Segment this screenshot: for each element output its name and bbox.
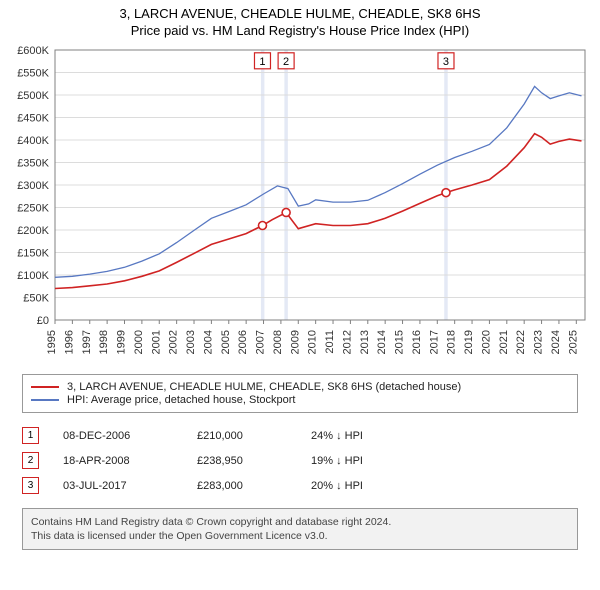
legend: 3, LARCH AVENUE, CHEADLE HULME, CHEADLE,… xyxy=(22,374,578,413)
x-tick-label: 2005 xyxy=(220,330,232,354)
y-tick-label: £150K xyxy=(17,248,49,260)
x-tick-label: 2024 xyxy=(550,330,562,354)
transaction-delta: 19% ↓ HPI xyxy=(311,455,421,467)
y-tick-label: £600K xyxy=(17,45,49,57)
legend-item: 3, LARCH AVENUE, CHEADLE HULME, CHEADLE,… xyxy=(31,381,569,393)
legend-item: HPI: Average price, detached house, Stoc… xyxy=(31,394,569,406)
legend-swatch xyxy=(31,386,59,388)
y-tick-label: £500K xyxy=(17,90,49,102)
x-tick-label: 2012 xyxy=(341,330,353,354)
y-tick-label: £200K xyxy=(17,225,49,237)
footer-line-1: Contains HM Land Registry data © Crown c… xyxy=(31,515,569,529)
x-tick-label: 2001 xyxy=(150,330,162,354)
transaction-row: 1 08-DEC-2006 £210,000 24% ↓ HPI xyxy=(22,423,578,448)
transaction-dot xyxy=(442,189,450,197)
y-tick-label: £300K xyxy=(17,180,49,192)
transaction-date: 08-DEC-2006 xyxy=(63,430,173,442)
x-tick-label: 1996 xyxy=(63,330,75,354)
transaction-delta: 20% ↓ HPI xyxy=(311,480,421,492)
legend-label: HPI: Average price, detached house, Stoc… xyxy=(67,394,296,406)
x-tick-label: 2006 xyxy=(237,330,249,354)
y-tick-label: £550K xyxy=(17,68,49,80)
transaction-date: 03-JUL-2017 xyxy=(63,480,173,492)
x-tick-label: 1997 xyxy=(81,330,93,354)
transaction-row: 3 03-JUL-2017 £283,000 20% ↓ HPI xyxy=(22,473,578,498)
x-tick-label: 2011 xyxy=(324,330,336,354)
event-marker-label: 1 xyxy=(259,56,265,68)
transaction-marker: 2 xyxy=(22,452,39,469)
x-tick-label: 2014 xyxy=(376,330,388,354)
y-tick-label: £250K xyxy=(17,203,49,215)
x-tick-label: 2004 xyxy=(202,330,214,354)
x-tick-label: 2015 xyxy=(394,330,406,354)
x-tick-label: 2018 xyxy=(446,330,458,354)
y-tick-label: £100K xyxy=(17,270,49,282)
transaction-price: £210,000 xyxy=(197,430,287,442)
x-tick-label: 2020 xyxy=(480,330,492,354)
footer-line-2: This data is licensed under the Open Gov… xyxy=(31,529,569,543)
legend-swatch xyxy=(31,399,59,401)
transaction-row: 2 18-APR-2008 £238,950 19% ↓ HPI xyxy=(22,448,578,473)
x-tick-label: 2023 xyxy=(533,330,545,354)
x-tick-label: 2016 xyxy=(411,330,423,354)
transactions-table: 1 08-DEC-2006 £210,000 24% ↓ HPI 2 18-APR-200… xyxy=(22,423,578,498)
x-tick-label: 2025 xyxy=(567,330,579,354)
transaction-marker: 3 xyxy=(22,477,39,494)
transaction-delta: 24% ↓ HPI xyxy=(311,430,421,442)
page-subtitle: Price paid vs. HM Land Registry's House … xyxy=(0,23,600,38)
series-property xyxy=(55,134,582,289)
x-tick-label: 2019 xyxy=(463,330,475,354)
event-marker-label: 2 xyxy=(283,56,289,68)
x-tick-label: 2013 xyxy=(359,330,371,354)
y-tick-label: £450K xyxy=(17,113,49,125)
legend-label: 3, LARCH AVENUE, CHEADLE HULME, CHEADLE,… xyxy=(67,381,461,393)
transaction-dot xyxy=(258,222,266,230)
x-tick-label: 2010 xyxy=(307,330,319,354)
x-tick-label: 2002 xyxy=(168,330,180,354)
x-tick-label: 2017 xyxy=(428,330,440,354)
y-tick-label: £0 xyxy=(37,315,49,327)
event-marker-label: 3 xyxy=(443,56,449,68)
chart: £0 £50K £100K £150K £200K £250K £300K £350K £400… xyxy=(0,40,600,370)
y-tick-label: £50K xyxy=(23,293,49,305)
x-tick-label: 2003 xyxy=(185,330,197,354)
footer: Contains HM Land Registry data © Crown c… xyxy=(22,508,578,550)
transaction-dot xyxy=(282,208,290,216)
x-tick-label: 2007 xyxy=(255,330,267,354)
transaction-price: £283,000 xyxy=(197,480,287,492)
x-tick-label: 1998 xyxy=(98,330,110,354)
x-tick-label: 2021 xyxy=(498,330,510,354)
x-tick-label: 2022 xyxy=(515,330,527,354)
x-tick-label: 2000 xyxy=(133,330,145,354)
x-tick-label: 1995 xyxy=(46,330,58,354)
x-tick-label: 2009 xyxy=(289,330,301,354)
transaction-price: £238,950 xyxy=(197,455,287,467)
y-tick-label: £350K xyxy=(17,158,49,170)
y-tick-label: £400K xyxy=(17,135,49,147)
x-tick-label: 1999 xyxy=(116,330,128,354)
transaction-date: 18-APR-2008 xyxy=(63,455,173,467)
page-title: 3, LARCH AVENUE, CHEADLE HULME, CHEADLE,… xyxy=(0,6,600,21)
series-hpi xyxy=(55,86,582,277)
transaction-marker: 1 xyxy=(22,427,39,444)
x-tick-label: 2008 xyxy=(272,330,284,354)
